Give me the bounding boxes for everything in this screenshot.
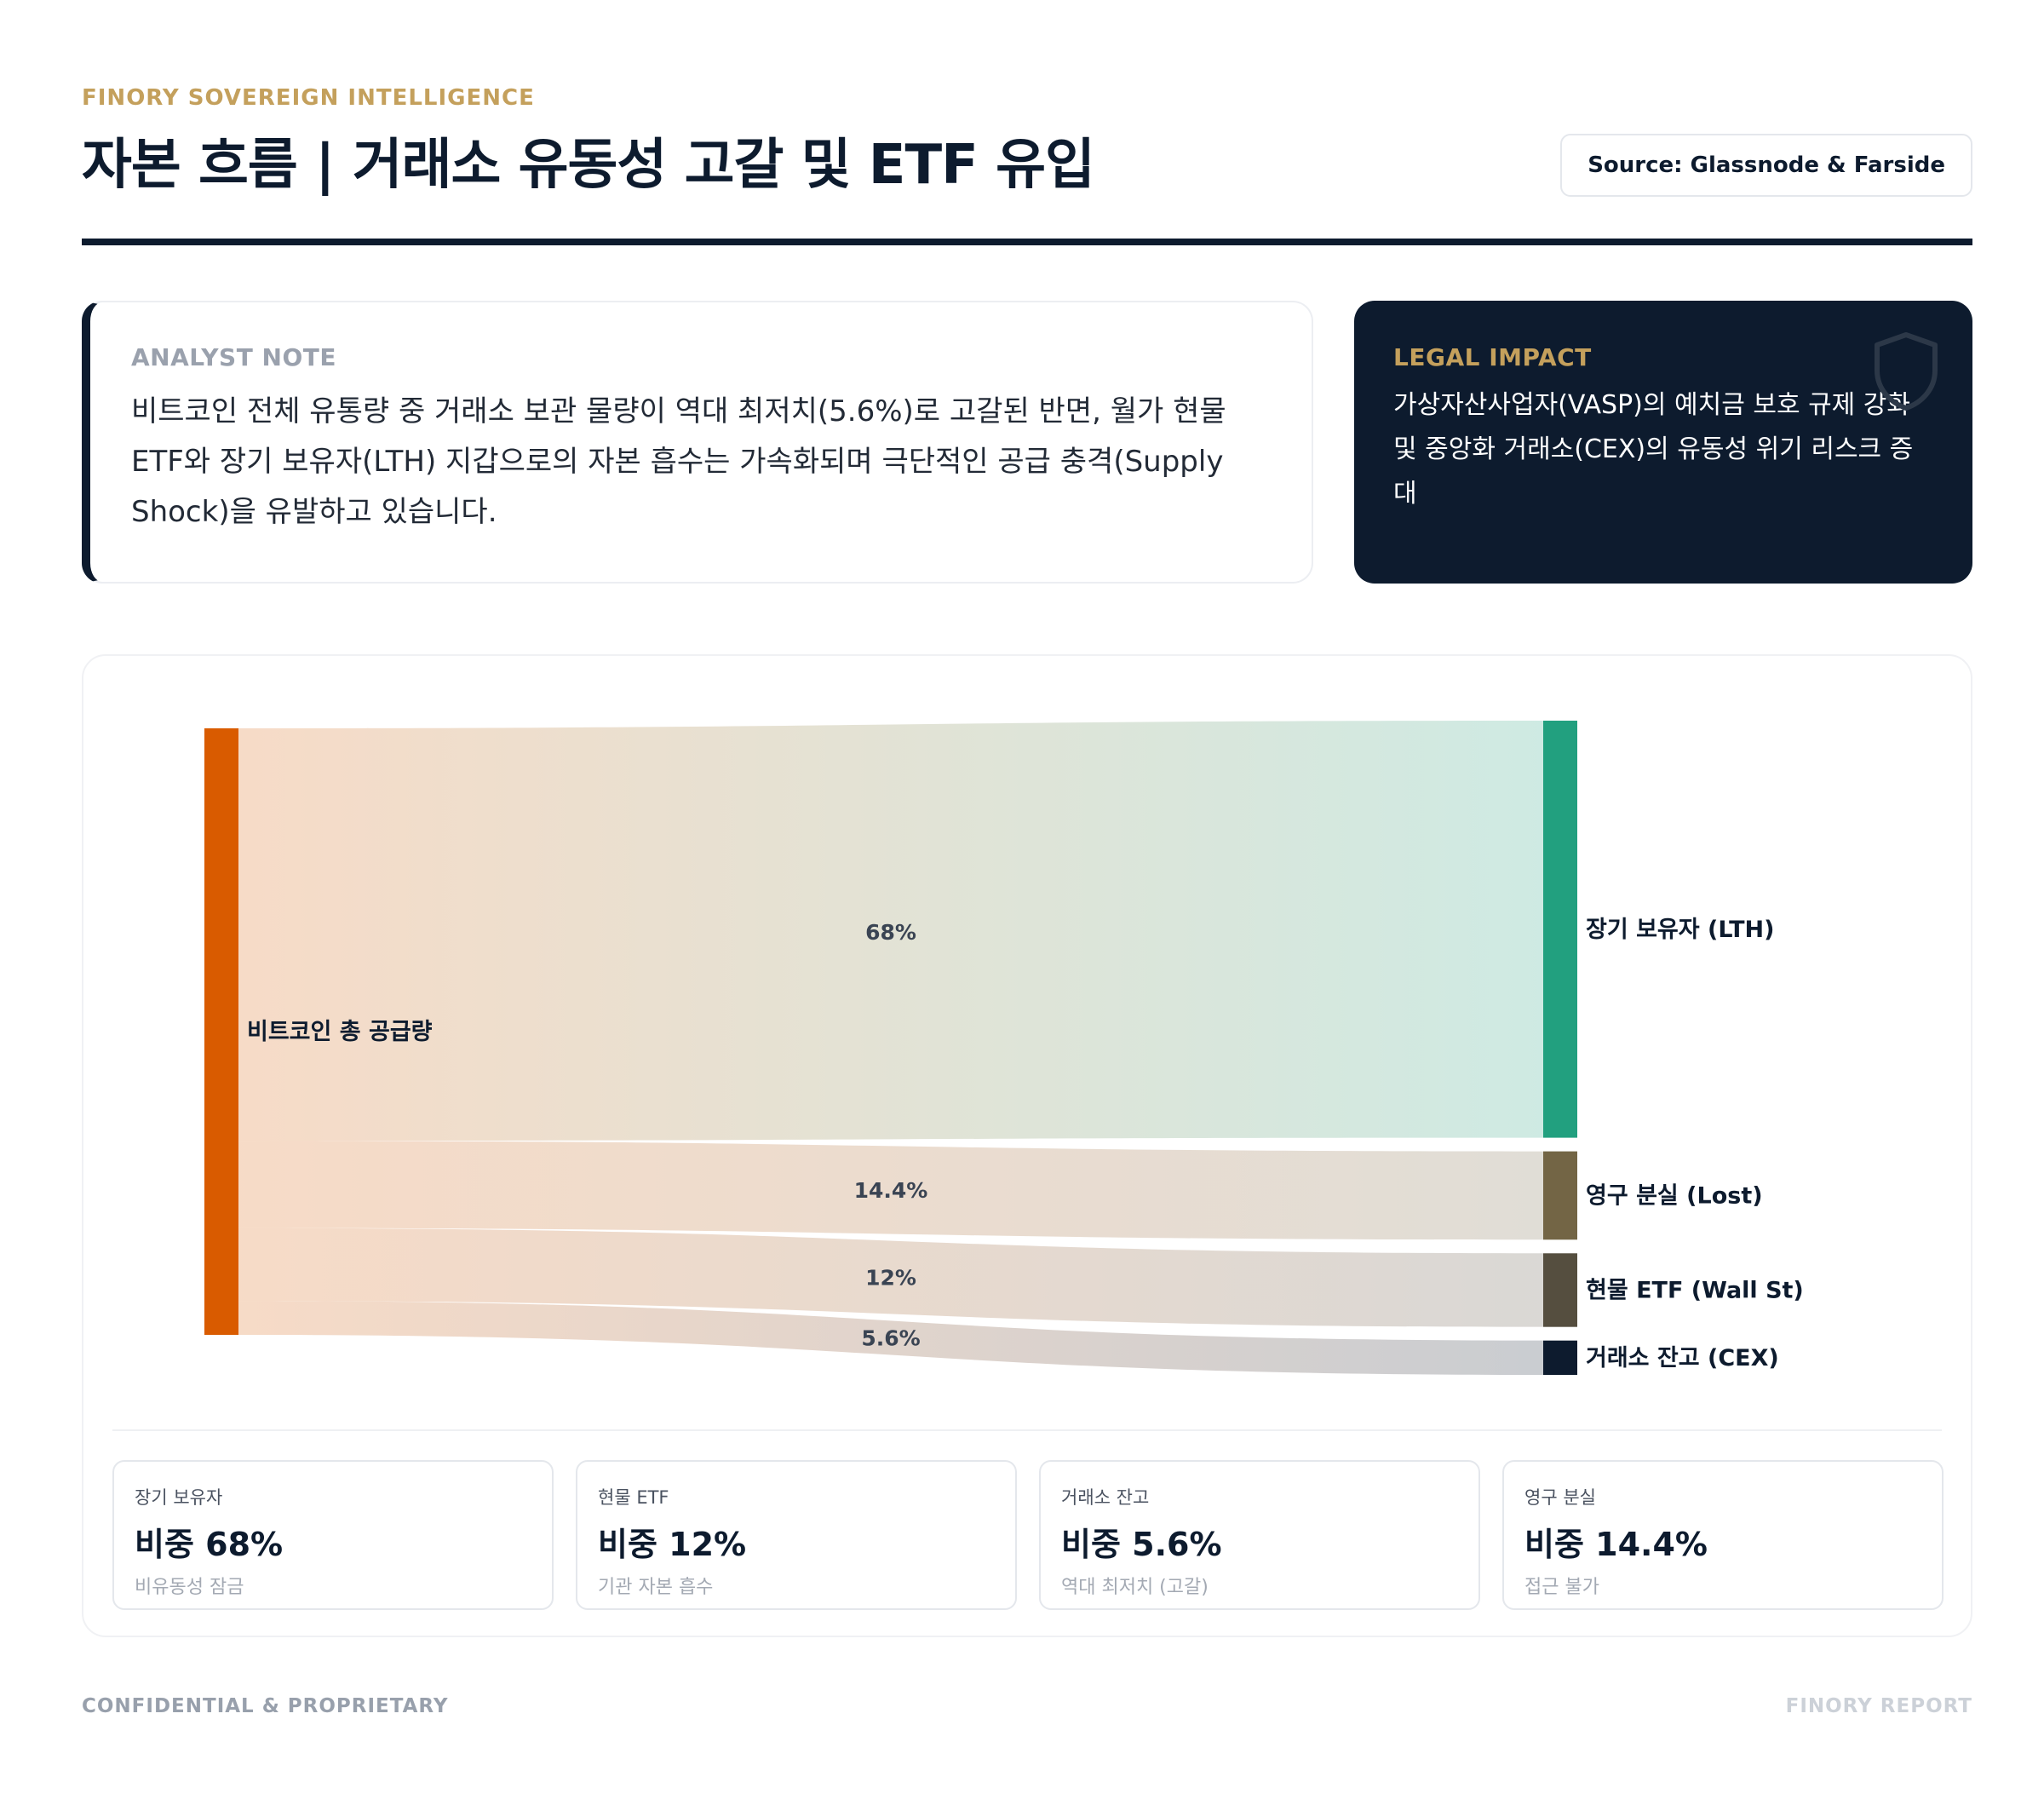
stat-card-cex: 거래소 잔고 비중 5.6% 역대 최저치 (고갈) (1039, 1460, 1480, 1610)
brand-label: FINORY SOVEREIGN INTELLIGENCE (82, 85, 535, 111)
legal-impact-heading: LEGAL IMPACT (1393, 343, 1592, 371)
analyst-note-heading: ANALYST NOTE (131, 343, 337, 371)
sankey-source-label: 비트코인 총 공급량 (247, 1019, 433, 1045)
sankey-source-node (204, 728, 238, 1335)
stat-label: 영구 분실 (1524, 1487, 1596, 1508)
stat-sub: 접근 불가 (1524, 1577, 1599, 1598)
sankey-chart-card: 장기 보유자 (LTH) 68% 영구 분실 (Lost) 14.4% 현물 ETF (… (82, 654, 1972, 1637)
sankey-target-label: 거래소 잔고 (CEX) (1586, 1345, 1779, 1371)
stat-value: 비중 68% (135, 1526, 284, 1563)
page-title: 자본 흐름 | 거래소 유동성 고갈 및 ETF 유입 (82, 134, 1095, 197)
sankey-target-node (1543, 1340, 1577, 1375)
sankey-target-label: 영구 분실 (Lost) (1586, 1182, 1763, 1209)
stat-value: 비중 14.4% (1524, 1526, 1708, 1563)
sankey-flow (238, 1228, 1543, 1327)
sankey-target-node (1543, 1151, 1577, 1240)
legal-impact-card: LEGAL IMPACT 가상자산사업자(VASP)의 예치금 보호 규제 강화… (1354, 301, 1972, 584)
stat-card-lth: 장기 보유자 비중 68% 비유동성 잠금 (112, 1460, 554, 1610)
stat-card-lost: 영구 분실 비중 14.4% 접근 불가 (1502, 1460, 1944, 1610)
stat-value: 비중 12% (598, 1526, 747, 1563)
sankey-flow-label: 5.6% (861, 1325, 920, 1350)
sankey-flow-label: 68% (865, 920, 916, 945)
sankey-flow (238, 721, 1543, 1141)
analyst-note-card: ANALYST NOTE 비트코인 전체 유통량 중 거래소 보관 물량이 역대… (82, 301, 1313, 584)
chart-divider (112, 1429, 1942, 1431)
sankey-flow (238, 1301, 1543, 1375)
header-divider (82, 239, 1972, 245)
sankey-flow-label: 12% (865, 1265, 916, 1290)
analyst-note-body: 비트코인 전체 유통량 중 거래소 보관 물량이 역대 최저치(5.6%)로 고… (131, 394, 1226, 529)
source-badge: Source: Glassnode & Farside (1560, 134, 1972, 197)
stat-label: 장기 보유자 (135, 1487, 223, 1508)
sankey-flow (238, 1141, 1543, 1240)
sankey-chart: 장기 보유자 (LTH) 68% 영구 분실 (Lost) 14.4% 현물 ETF (… (204, 721, 1804, 1375)
stat-label: 거래소 잔고 (1061, 1487, 1150, 1508)
stat-card-etf: 현물 ETF 비중 12% 기관 자본 흡수 (576, 1460, 1017, 1610)
sankey-target-label: 장기 보유자 (LTH) (1586, 917, 1774, 943)
stat-sub: 비유동성 잠금 (135, 1577, 244, 1598)
stat-label: 현물 ETF (598, 1487, 669, 1508)
sankey-target-node (1543, 1253, 1577, 1327)
stat-value: 비중 5.6% (1061, 1526, 1222, 1563)
footer-confidential: CONFIDENTIAL & PROPRIETARY (82, 1695, 449, 1717)
legal-impact-body: 가상자산사업자(VASP)의 예치금 보호 규제 강화 및 중앙화 거래소(CE… (1393, 390, 1914, 509)
sankey-target-label: 현물 ETF (Wall St) (1586, 1277, 1804, 1303)
stat-sub: 역대 최저치 (고갈) (1061, 1577, 1209, 1598)
shield-icon (1875, 332, 1938, 411)
stat-sub: 기관 자본 흡수 (598, 1577, 714, 1598)
footer-report: FINORY REPORT (1785, 1695, 1972, 1717)
sankey-flow-label: 14.4% (854, 1178, 928, 1203)
sankey-target-node (1543, 721, 1577, 1138)
